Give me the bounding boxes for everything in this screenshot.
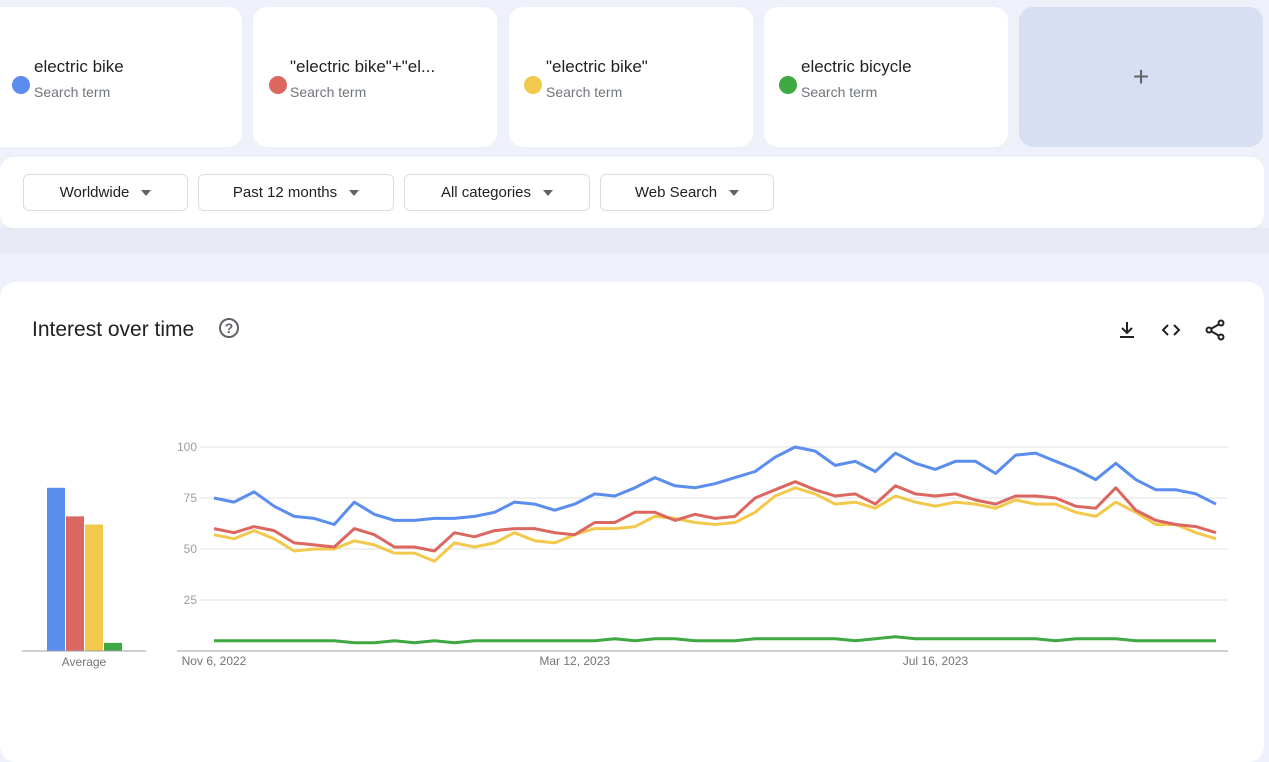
region-filter-label: Worldwide	[59, 184, 130, 201]
plus-icon: +	[1132, 61, 1150, 92]
time-range-filter-label: Past 12 months	[232, 184, 338, 201]
series-color-dot	[12, 76, 30, 94]
series-color-dot	[779, 76, 797, 94]
region-filter[interactable]: Worldwide	[23, 174, 188, 211]
filter-bar: Worldwide Past 12 months All categories …	[0, 157, 1264, 228]
term-card-electric-bike-quoted[interactable]: "electric bike" Search term	[509, 7, 753, 147]
term-name: electric bike	[34, 57, 124, 76]
chevron-down-icon	[349, 189, 360, 196]
chart-title: Interest over time	[32, 318, 195, 341]
term-type: Search term	[801, 84, 878, 100]
term-type: Search term	[290, 84, 367, 100]
share-icon[interactable]	[1203, 318, 1227, 342]
category-filter[interactable]: All categories	[404, 174, 590, 211]
chevron-down-icon	[543, 189, 554, 196]
time-range-filter[interactable]: Past 12 months	[198, 174, 394, 211]
section-divider	[0, 228, 1269, 253]
term-card-electric-bicycle[interactable]: electric bicycle Search term	[764, 7, 1008, 147]
series-color-dot	[524, 76, 542, 94]
embed-icon[interactable]	[1159, 318, 1183, 342]
search-type-filter[interactable]: Web Search	[600, 174, 774, 211]
term-name: electric bicycle	[801, 57, 912, 76]
term-type: Search term	[546, 84, 623, 100]
term-name: "electric bike"	[546, 57, 648, 76]
term-card-electric-bike[interactable]: electric bike Search term	[0, 7, 242, 147]
chevron-down-icon	[141, 189, 152, 196]
category-filter-label: All categories	[440, 184, 532, 201]
help-icon[interactable]: ?	[219, 318, 239, 338]
series-color-dot	[269, 76, 287, 94]
term-type: Search term	[34, 84, 111, 100]
term-name: "electric bike"+"el...	[290, 57, 436, 76]
term-card-electric-bike-plus[interactable]: "electric bike"+"el... Search term	[253, 7, 497, 147]
interest-over-time-card	[0, 282, 1264, 762]
add-comparison-button[interactable]: +	[1019, 7, 1263, 147]
download-icon[interactable]	[1115, 318, 1139, 342]
search-type-filter-label: Web Search	[634, 184, 718, 201]
chevron-down-icon	[729, 189, 740, 196]
